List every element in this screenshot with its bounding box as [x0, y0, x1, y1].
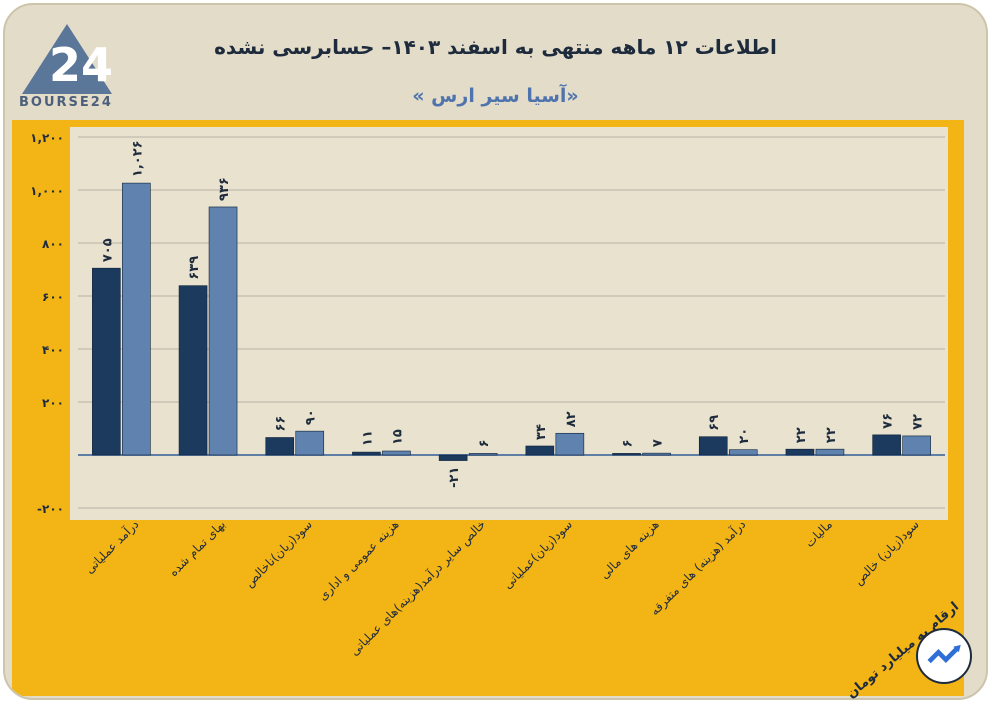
bar: [785, 448, 815, 456]
x-tick-label: هزینه عمومی و اداری: [316, 517, 403, 604]
bar: [295, 430, 325, 456]
bar: [612, 453, 641, 456]
data-label: ۲۲: [794, 427, 809, 443]
data-label: ۱۱: [360, 430, 375, 446]
bar: [728, 449, 758, 456]
bar: [352, 451, 381, 456]
bar: [872, 434, 901, 456]
bar: [208, 206, 238, 456]
x-tick-label: سود(زیان) خالص: [851, 517, 922, 588]
x-tick-label: خالص سایر درآمد(هزینه)های عملیاتی: [346, 517, 489, 660]
data-label: -۲۱: [447, 467, 462, 488]
y-tick-label: ۸۰۰: [42, 237, 64, 251]
data-label: ۶۶: [274, 416, 289, 432]
data-label: ۷۶: [881, 413, 896, 429]
chart-subtitle: «آسیا سیر ارس »: [412, 85, 579, 107]
y-tick-label: -۲۰۰: [37, 502, 64, 516]
trend-badge-icon: [916, 628, 972, 684]
bar: [122, 182, 151, 456]
data-label: ۸۲: [564, 411, 579, 427]
data-label: ۱۵: [390, 429, 405, 445]
data-label: ۷۲: [911, 414, 926, 430]
x-tick-label: بهای تمام شده: [166, 517, 228, 579]
x-tick-label: مالیات: [802, 517, 835, 550]
data-label: ۲۲: [824, 427, 839, 443]
y-tick-label: ۴۰۰: [42, 343, 64, 357]
data-label: ۶۳۹: [187, 256, 202, 280]
y-tick-label: ۶۰۰: [42, 290, 64, 304]
data-label: ۷۰۵: [100, 238, 115, 262]
data-label: ۱,۰۲۶: [130, 140, 145, 177]
bar: [468, 453, 498, 456]
x-tick-label: سود(زیان)ناخالص: [242, 517, 316, 591]
y-tick-label: ۲۰۰: [42, 396, 64, 410]
data-label: ۶: [621, 439, 636, 447]
data-label: ۹۰: [304, 409, 319, 425]
x-tick-label: درآمد (هزینه) های متفرقه: [647, 517, 749, 619]
x-tick-label: هزینه های مالی: [597, 517, 662, 582]
bar: [642, 452, 671, 456]
bar: [178, 285, 208, 456]
logo-text: BOURSE24: [19, 95, 113, 110]
bar: [698, 436, 728, 456]
data-label: ۹۳۶: [217, 177, 232, 201]
chart-title: اطلاعات ۱۲ ماهه منتهی به اسفند ۱۴۰۳– حسا…: [214, 35, 777, 59]
x-tick-label: سود(زیان)عملیاتی: [501, 517, 576, 592]
bar: [438, 454, 468, 461]
svg-text:24: 24: [49, 38, 113, 92]
bar: [92, 267, 121, 456]
y-tick-label: ۱,۰۰۰: [30, 184, 64, 198]
data-label: ۶: [477, 439, 492, 447]
bar: [382, 450, 411, 456]
bar: [815, 448, 845, 456]
bar: [902, 435, 931, 456]
bar: [525, 445, 555, 456]
bar: [265, 437, 295, 456]
x-tick-label: درآمد عملیاتی: [82, 517, 143, 578]
data-label: ۲۰: [737, 428, 752, 444]
logo-icon: 24: [22, 24, 113, 94]
data-label: ۶۹: [707, 415, 722, 431]
data-label: ۷: [651, 439, 666, 447]
bar: [555, 432, 585, 456]
y-tick-label: ۱,۲۰۰: [30, 131, 64, 145]
data-label: ۳۴: [534, 424, 549, 440]
